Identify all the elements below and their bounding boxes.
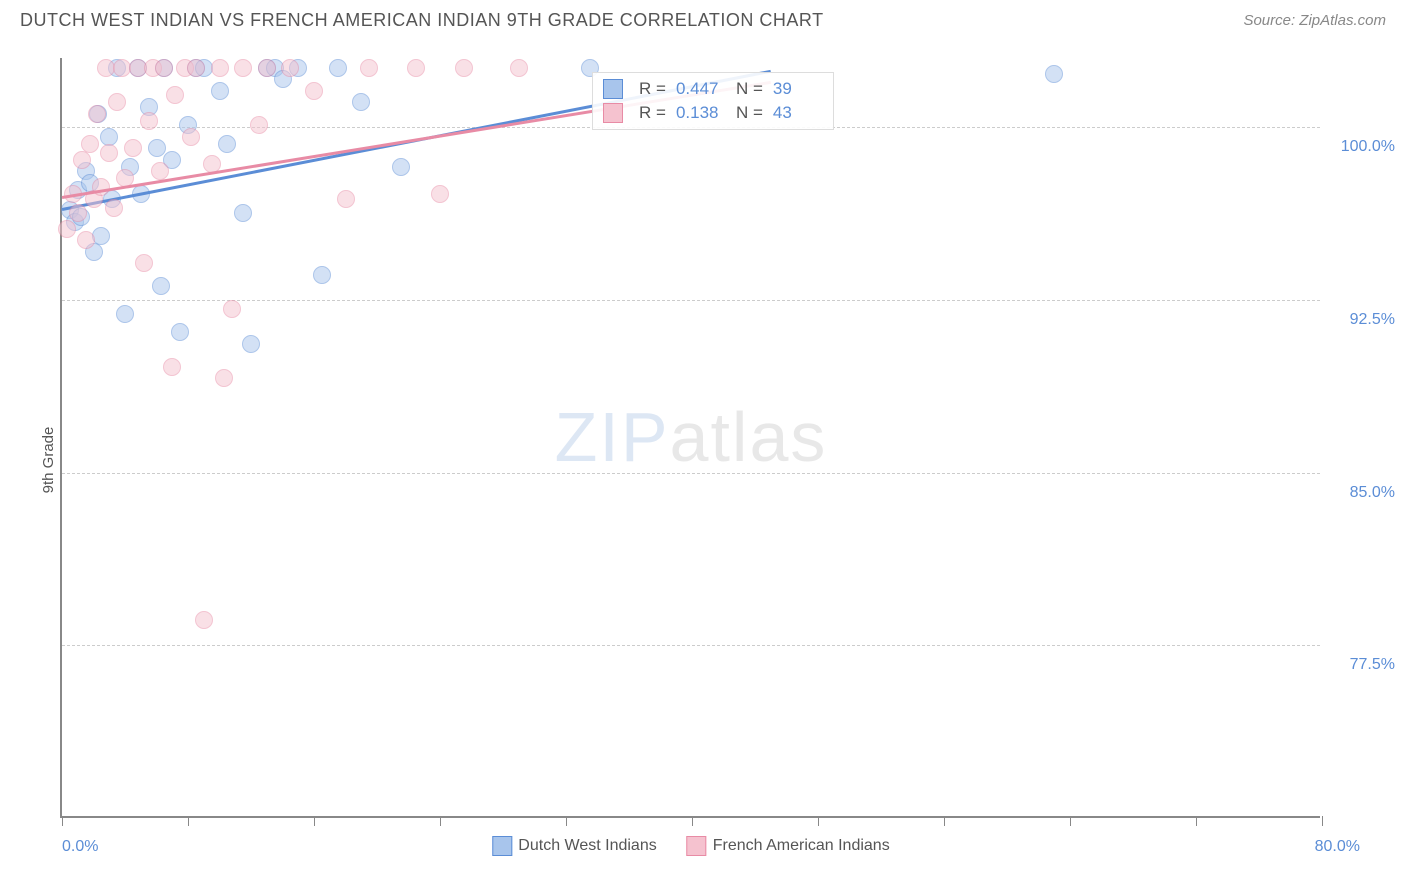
- data-point: [211, 82, 229, 100]
- y-axis-label: 9th Grade: [40, 427, 57, 494]
- x-tick: [62, 816, 63, 826]
- legend-item: Dutch West Indians: [492, 836, 656, 856]
- x-label-min: 0.0%: [62, 838, 98, 856]
- legend-item: French American Indians: [687, 836, 890, 856]
- data-point: [92, 227, 110, 245]
- data-point: [329, 59, 347, 77]
- data-point: [182, 128, 200, 146]
- stat-swatch: [603, 79, 623, 99]
- data-point: [211, 59, 229, 77]
- data-point: [250, 116, 268, 134]
- data-point: [258, 59, 276, 77]
- gridline-h: [62, 473, 1320, 474]
- data-point: [88, 105, 106, 123]
- data-point: [215, 369, 233, 387]
- watermark-zip: ZIP: [555, 398, 670, 476]
- legend-label: French American Indians: [713, 837, 890, 854]
- r-value: 0.138: [676, 103, 726, 123]
- correlation-stats-box: R = 0.447 N = 39 R = 0.138 N = 43: [592, 72, 834, 130]
- data-point: [163, 358, 181, 376]
- data-point: [431, 185, 449, 203]
- legend-label: Dutch West Indians: [518, 837, 656, 854]
- data-point: [166, 86, 184, 104]
- data-point: [171, 323, 189, 341]
- data-point: [407, 59, 425, 77]
- x-tick: [440, 816, 441, 826]
- r-label: R =: [639, 79, 666, 99]
- x-tick: [1070, 816, 1071, 826]
- data-point: [218, 135, 236, 153]
- y-tick-label: 85.0%: [1350, 484, 1395, 502]
- data-point: [392, 158, 410, 176]
- y-tick-label: 77.5%: [1350, 656, 1395, 674]
- n-label: N =: [736, 103, 763, 123]
- data-point: [116, 305, 134, 323]
- x-tick: [566, 816, 567, 826]
- n-value: 39: [773, 79, 823, 99]
- n-label: N =: [736, 79, 763, 99]
- x-tick: [692, 816, 693, 826]
- gridline-h: [62, 645, 1320, 646]
- data-point: [337, 190, 355, 208]
- data-point: [108, 93, 126, 111]
- data-point: [313, 266, 331, 284]
- x-tick: [1196, 816, 1197, 826]
- chart-area: 9th Grade ZIPatlas 100.0%92.5%85.0%77.5%…: [20, 48, 1386, 872]
- data-point: [242, 335, 260, 353]
- r-value: 0.447: [676, 79, 726, 99]
- data-point: [305, 82, 323, 100]
- x-tick: [188, 816, 189, 826]
- legend-swatch: [492, 836, 512, 856]
- data-point: [69, 204, 87, 222]
- stat-row: R = 0.138 N = 43: [603, 101, 823, 125]
- x-tick: [944, 816, 945, 826]
- watermark-atlas: atlas: [670, 398, 828, 476]
- x-label-max: 80.0%: [1315, 838, 1360, 856]
- r-label: R =: [639, 103, 666, 123]
- x-tick: [314, 816, 315, 826]
- chart-header: DUTCH WEST INDIAN VS FRENCH AMERICAN IND…: [0, 0, 1406, 31]
- y-tick-label: 100.0%: [1341, 138, 1395, 156]
- data-point: [155, 59, 173, 77]
- chart-title: DUTCH WEST INDIAN VS FRENCH AMERICAN IND…: [20, 10, 824, 31]
- data-point: [81, 135, 99, 153]
- data-point: [105, 199, 123, 217]
- data-point: [124, 139, 142, 157]
- data-point: [152, 277, 170, 295]
- stat-swatch: [603, 103, 623, 123]
- legend-swatch: [687, 836, 707, 856]
- data-point: [100, 144, 118, 162]
- data-point: [187, 59, 205, 77]
- data-point: [281, 59, 299, 77]
- data-point: [234, 204, 252, 222]
- data-point: [360, 59, 378, 77]
- data-point: [1045, 65, 1063, 83]
- data-point: [73, 151, 91, 169]
- data-point: [92, 178, 110, 196]
- source-attribution: Source: ZipAtlas.com: [1243, 12, 1386, 29]
- data-point: [234, 59, 252, 77]
- x-tick: [818, 816, 819, 826]
- data-point: [58, 220, 76, 238]
- legend: Dutch West Indians French American Indian…: [492, 836, 889, 856]
- data-point: [195, 611, 213, 629]
- data-point: [455, 59, 473, 77]
- data-point: [352, 93, 370, 111]
- data-point: [140, 112, 158, 130]
- data-point: [148, 139, 166, 157]
- data-point: [77, 231, 95, 249]
- data-point: [223, 300, 241, 318]
- plot-region: ZIPatlas 100.0%92.5%85.0%77.5%0.0%80.0%R…: [60, 58, 1320, 818]
- data-point: [510, 59, 528, 77]
- data-point: [135, 254, 153, 272]
- watermark: ZIPatlas: [555, 397, 828, 477]
- data-point: [151, 162, 169, 180]
- x-tick: [1322, 816, 1323, 826]
- y-tick-label: 92.5%: [1350, 311, 1395, 329]
- n-value: 43: [773, 103, 823, 123]
- gridline-h: [62, 300, 1320, 301]
- stat-row: R = 0.447 N = 39: [603, 77, 823, 101]
